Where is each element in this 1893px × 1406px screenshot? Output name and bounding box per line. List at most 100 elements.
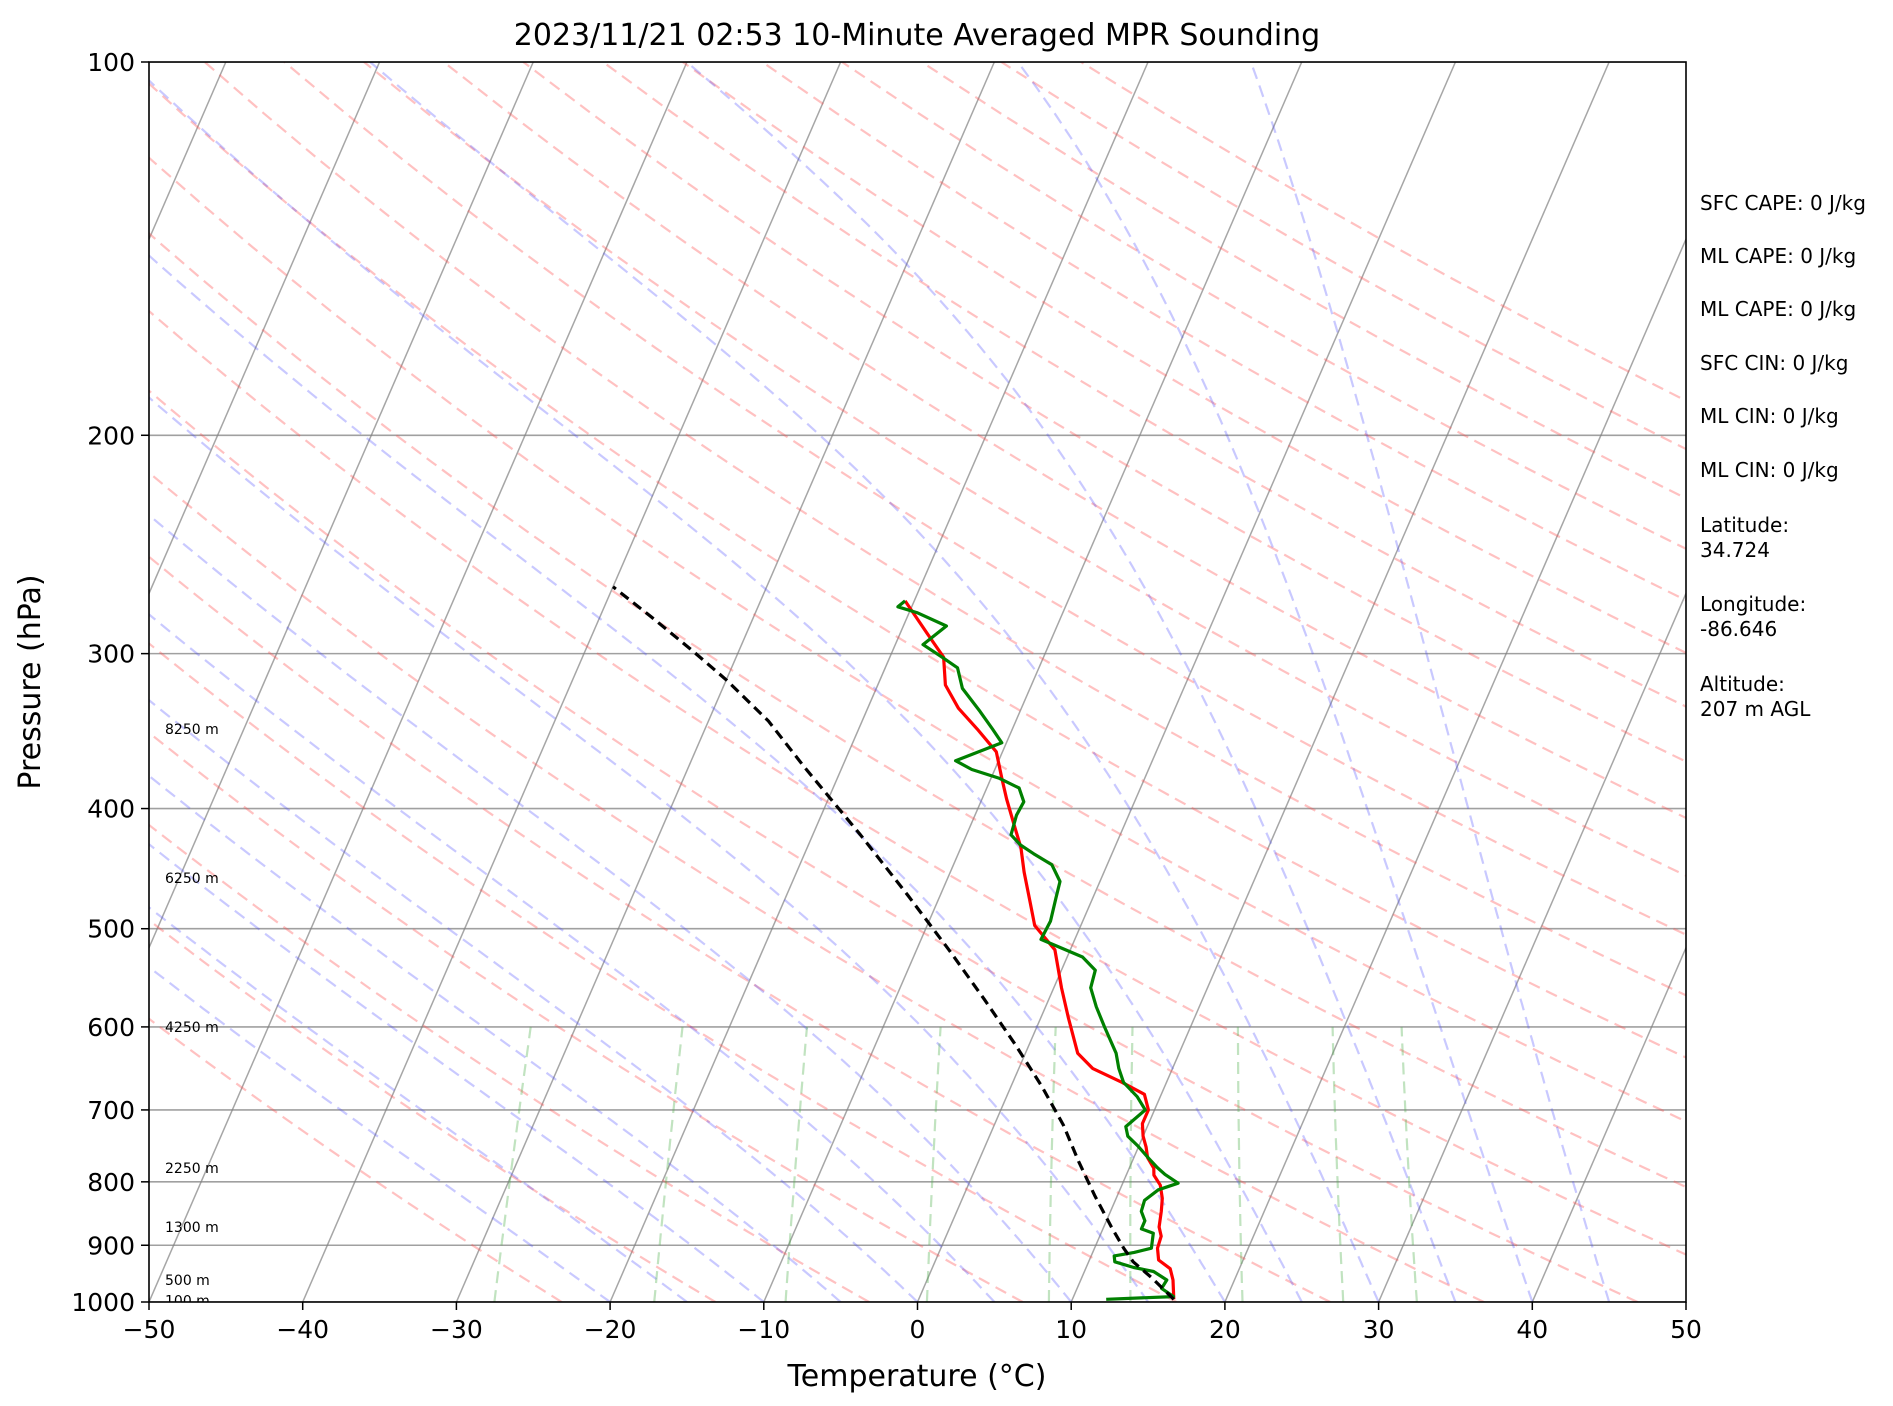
altitude-value: 207 m AGL	[1700, 697, 1811, 721]
parcel-path-line	[612, 585, 1175, 1301]
dry-adiabat-line	[522, 62, 1686, 763]
mixing-ratio-line	[1400, 1026, 1418, 1302]
mixing-ratio-line	[1129, 1026, 1134, 1302]
dry-adiabat-line	[149, 731, 1024, 1302]
background-grid	[149, 62, 1686, 1302]
mixing-ratio-line	[493, 1026, 532, 1302]
dry-adiabat-line	[203, 62, 1686, 997]
dry-adiabat-line	[149, 823, 870, 1302]
dry-adiabat-line	[363, 62, 1686, 877]
y-tick-label: 300	[87, 640, 135, 669]
sounding-stats-panel: SFC CAPE: 0 J/kg ML CAPE: 0 J/kg ML CAPE…	[1700, 191, 1866, 721]
isotherm-line	[1224, 237, 1686, 1302]
y-tick-label: 700	[87, 1096, 135, 1125]
ml-cin-text: ML CIN: 0 J/kg	[1700, 404, 1839, 428]
height-label: 100 m	[165, 1293, 210, 1309]
x-tick-label: 40	[1516, 1315, 1548, 1344]
x-axis-label: Temperature (°C)	[787, 1359, 1047, 1394]
dewpoint-profile-line	[896, 599, 1180, 1301]
dry-adiabat-line	[443, 62, 1686, 820]
sfc-cape-text: SFC CAPE: 0 J/kg	[1700, 191, 1866, 215]
dry-adiabat-line	[149, 156, 1686, 1123]
moist-adiabat-line	[149, 612, 996, 1302]
sfc-cin-text: SFC CIN: 0 J/kg	[1700, 351, 1848, 375]
moist-adiabat-line	[149, 79, 1303, 1302]
dry-adiabat-line	[149, 555, 1331, 1302]
latitude-label: Latitude:	[1700, 513, 1789, 537]
y-tick-label: 400	[87, 795, 135, 824]
dry-adiabat-line	[149, 642, 1178, 1302]
x-tick-label: 50	[1670, 1315, 1702, 1344]
ml-cape-text-2: ML CAPE: 0 J/kg	[1700, 297, 1856, 321]
isotherm-line	[916, 62, 1457, 1302]
y-tick-label: 900	[87, 1231, 135, 1260]
dry-adiabat-line	[149, 471, 1485, 1302]
longitude-value: -86.646	[1700, 617, 1777, 641]
longitude-label: Longitude:	[1700, 592, 1806, 616]
isotherm-line	[455, 62, 996, 1302]
temperature-profile-line	[903, 600, 1176, 1300]
height-label: 2250 m	[165, 1161, 219, 1177]
data-lines: 8250 m 6250 m 4250 m 2250 m 1300 m 500 m 100 m	[165, 585, 1180, 1309]
mixing-ratio-line	[653, 1026, 684, 1302]
y-tick-label: 600	[87, 1013, 135, 1042]
height-label: 6250 m	[165, 871, 219, 887]
axes: −50 −40 −30 −20 −10 0 10 20 30 40 50 100 200 300 400 50…	[71, 48, 1702, 1344]
dry-adiabat-line	[149, 1017, 563, 1302]
isotherm-line	[149, 62, 688, 1302]
y-tick-label: 500	[87, 915, 135, 944]
x-tick-label: −10	[737, 1315, 790, 1344]
altitude-label: Altitude:	[1700, 672, 1785, 696]
ml-cape-text: ML CAPE: 0 J/kg	[1700, 244, 1856, 268]
isotherm-line	[302, 62, 842, 1302]
moist-adiabat-line	[149, 513, 1073, 1302]
moist-adiabat-line	[149, 254, 1226, 1302]
moist-adiabat-line	[1017, 62, 1534, 1302]
moist-adiabat-line	[149, 396, 1149, 1302]
moist-adiabat-line	[369, 62, 1380, 1302]
height-label: 500 m	[165, 1273, 210, 1289]
height-label: 4250 m	[165, 1020, 219, 1036]
isotherm-line	[763, 62, 1303, 1302]
x-tick-label: −40	[276, 1315, 329, 1344]
isotherm-line	[149, 62, 534, 950]
x-tick-label: −30	[430, 1315, 483, 1344]
x-tick-label: −50	[123, 1315, 176, 1344]
mixing-ratio-line	[1331, 1026, 1345, 1302]
dry-adiabat-line	[149, 309, 1686, 1256]
x-tick-label: 10	[1055, 1315, 1087, 1344]
moist-adiabat-line	[149, 842, 765, 1302]
ml-cin-text-2: ML CIN: 0 J/kg	[1700, 458, 1839, 482]
mixing-ratio-line	[784, 1026, 809, 1302]
dry-adiabat-line	[149, 82, 1686, 1059]
x-tick-label: 20	[1209, 1315, 1241, 1344]
x-tick-label: −20	[584, 1315, 637, 1344]
moist-adiabat-line	[685, 62, 1457, 1302]
y-tick-label: 100	[87, 48, 135, 77]
dry-adiabat-line	[149, 231, 1686, 1189]
dry-adiabat-line	[283, 62, 1686, 936]
isotherm-line	[149, 62, 381, 596]
y-tick-label: 800	[87, 1168, 135, 1197]
isotherm-line	[1070, 62, 1610, 1302]
mixing-ratio-line	[1236, 1026, 1244, 1302]
latitude-value: 34.724	[1700, 538, 1770, 562]
mixing-ratio-line	[925, 1026, 942, 1302]
moist-adiabat-line	[149, 774, 842, 1302]
isotherm-line	[609, 62, 1149, 1302]
x-tick-label: 30	[1363, 1315, 1395, 1344]
isotherm-line	[1377, 591, 1686, 1302]
plot-frame	[148, 61, 1687, 1303]
y-axis-label: Pressure (hPa)	[13, 574, 48, 789]
isotherm-line	[1531, 945, 1686, 1302]
y-tick-label: 200	[87, 421, 135, 450]
dry-adiabat-line	[149, 389, 1639, 1302]
dry-adiabat-line	[682, 62, 1686, 655]
height-label: 8250 m	[165, 722, 219, 738]
height-label: 1300 m	[165, 1220, 219, 1236]
chart-title: 2023/11/21 02:53 10-Minute Averaged MPR …	[514, 18, 1320, 53]
x-tick-label: 0	[910, 1315, 926, 1344]
mixing-ratio-line	[1047, 1026, 1057, 1302]
